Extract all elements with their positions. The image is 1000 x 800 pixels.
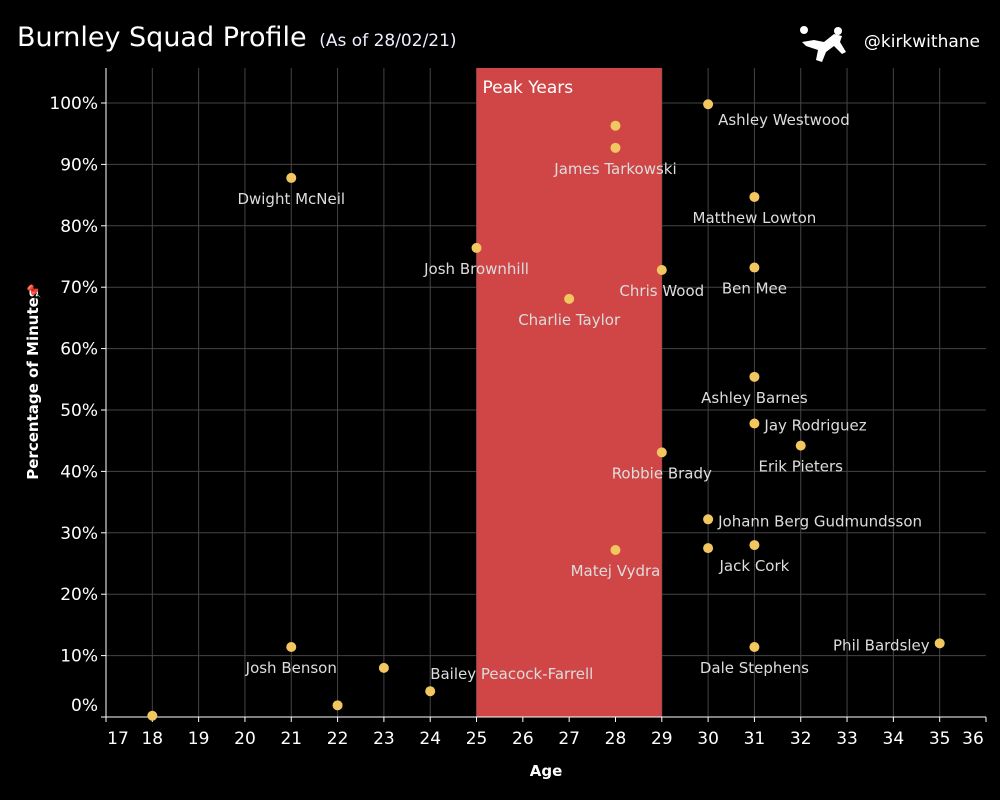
point-label: Charlie Taylor [518, 311, 621, 329]
point-label: Josh Benson [245, 659, 337, 677]
x-tick-label: 30 [697, 729, 719, 749]
data-point [378, 662, 389, 673]
peak-band: Peak Years [476, 68, 662, 717]
point-label: Erik Pieters [758, 458, 843, 476]
x-tick-label: 17 [107, 729, 129, 749]
data-point [703, 543, 714, 554]
point-label: Ashley Westwood [718, 111, 850, 129]
x-tick-label: 29 [651, 729, 673, 749]
x-tick-label: 32 [790, 729, 812, 749]
data-point [749, 191, 760, 202]
x-axis-label: Age [530, 762, 563, 780]
point-label: Ben Mee [722, 280, 787, 298]
data-point [286, 172, 297, 183]
point-label: Robbie Brady [612, 464, 712, 482]
y-axis-label: Percentage of Minutes [24, 288, 42, 480]
point-label: Jay Rodriguez [763, 417, 866, 435]
x-tick-label: 22 [327, 729, 349, 749]
data-point [703, 514, 714, 525]
y-tick-label: 90% [60, 155, 98, 175]
data-point [610, 120, 621, 131]
data-point [703, 99, 714, 110]
data-point [749, 371, 760, 382]
data-point [795, 440, 806, 451]
chart-title: Burnley Squad Profile (As of 28/02/21) [17, 22, 457, 53]
x-tick-label: 33 [836, 729, 858, 749]
title-text: Burnley Squad Profile [17, 22, 307, 53]
point-label: Chris Wood [619, 282, 704, 300]
data-point [286, 642, 297, 653]
points: Josh Benson Dwight McNeil Bailey Peacock-F… [147, 99, 945, 721]
subtitle-date: (As of 28/02/21) [319, 31, 457, 51]
point-label: Jack Cork [719, 557, 790, 575]
point-label: James Tarkowski [553, 160, 676, 178]
axes: 17 18 19 20 21 22 23 24 25 26 27 28 29 30 31 32 33 34 35 36… [49, 68, 987, 749]
handle-text: @kirkwithane [863, 32, 980, 52]
y-tick-label: 100% [49, 94, 98, 114]
point-label: Bailey Peacock-Farrell [430, 665, 593, 683]
data-point [749, 540, 760, 551]
x-tick-label: 27 [558, 729, 580, 749]
data-point [147, 710, 158, 721]
x-tick-label: 18 [141, 729, 163, 749]
y-tick-label: 40% [60, 462, 98, 482]
x-tick-label: 36 [962, 729, 984, 749]
data-point [610, 544, 621, 555]
y-tick-label: 70% [60, 278, 98, 298]
peak-years-band [476, 68, 662, 717]
point-label: Dale Stephens [700, 659, 809, 677]
data-point [656, 447, 667, 458]
data-point [749, 642, 760, 653]
data-point [656, 265, 667, 276]
x-tick-label: 20 [234, 729, 256, 749]
y-tick-label: 20% [60, 585, 98, 605]
point-label: Matej Vydra [571, 562, 661, 580]
point-label: Ashley Barnes [701, 389, 808, 407]
x-tick-label: 31 [744, 729, 766, 749]
data-point [564, 293, 575, 304]
footballer-kick-icon [799, 26, 846, 62]
point-label: Josh Brownhill [423, 260, 529, 278]
x-tick-label: 28 [605, 729, 627, 749]
y-tick-label: 10% [60, 647, 98, 667]
data-point [749, 418, 760, 429]
x-tick-label: 26 [512, 729, 534, 749]
data-point [471, 242, 482, 253]
y-tick-label: 80% [60, 217, 98, 237]
x-tick-label: 35 [929, 729, 951, 749]
x-tick-label: 24 [419, 729, 441, 749]
peak-years-label: Peak Years [483, 78, 574, 98]
x-tick-label: 25 [466, 729, 488, 749]
x-tick-label: 23 [373, 729, 395, 749]
x-tick-label: 34 [883, 729, 905, 749]
y-tick-label: 30% [60, 524, 98, 544]
pin-icon: 📌 [26, 283, 41, 298]
point-label: Johann Berg Gudmundsson [717, 512, 922, 530]
data-point [934, 638, 945, 649]
data-point [749, 262, 760, 273]
data-point [332, 700, 343, 711]
y-tick-label: 50% [60, 401, 98, 421]
x-tick-label: 21 [280, 729, 302, 749]
y-tick-label: 60% [60, 340, 98, 360]
data-point [425, 686, 436, 697]
data-point [610, 142, 621, 153]
y-tick-label: 0% [71, 696, 98, 716]
author-handle: @kirkwithane [796, 22, 980, 62]
x-tick-label: 19 [188, 729, 210, 749]
point-label: Matthew Lowton [693, 209, 817, 227]
point-label: Dwight McNeil [237, 190, 345, 208]
point-label: Phil Bardsley [833, 636, 930, 654]
